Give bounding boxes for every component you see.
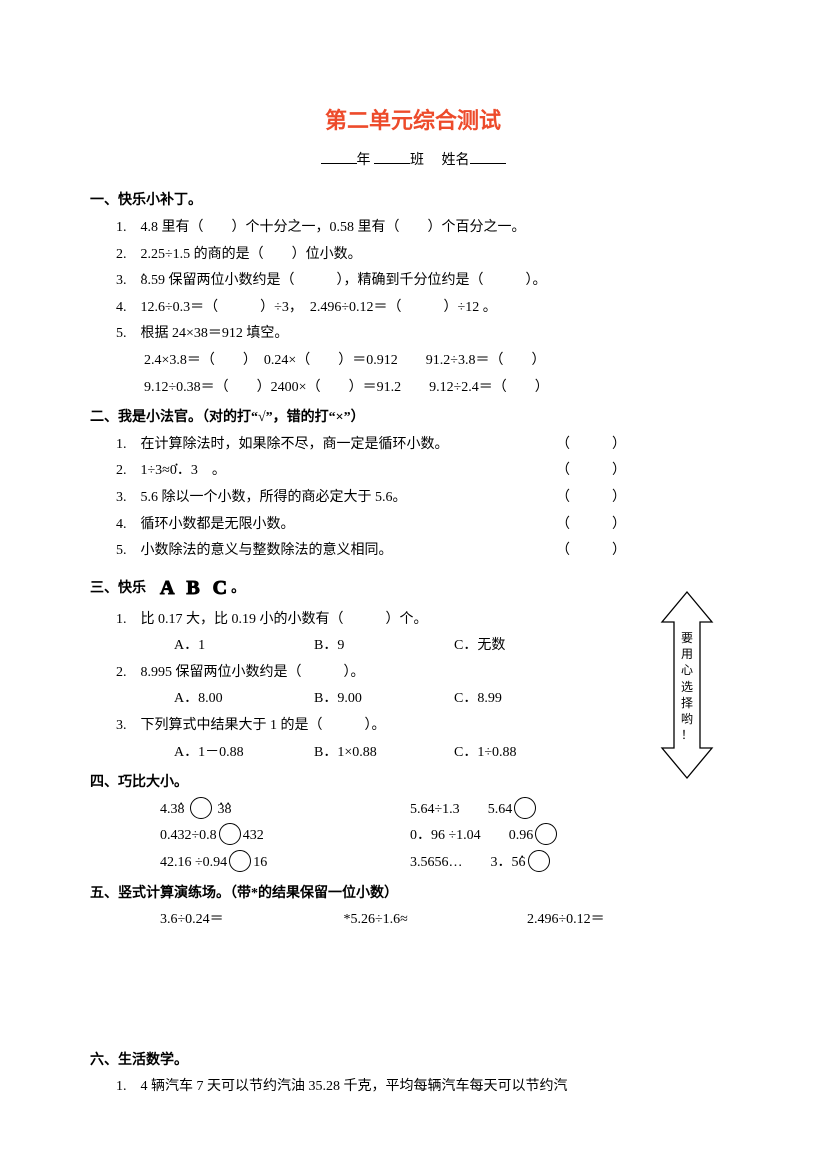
s2-q5: 5. 小数除法的意义与整数除法的意义相同。（ ） [108, 538, 736, 565]
s1-q2: 2. 2.25÷1.5 的商的是（ ）位小数。 [108, 242, 736, 269]
s4-row3: 42.16 ÷0.9416 3.5656… 3．56 [90, 850, 736, 877]
compare-circle[interactable] [535, 823, 557, 845]
class-label: 班 [410, 153, 424, 168]
compare-circle[interactable] [190, 797, 212, 819]
s3-q1: 1. 比 0.17 大，比 0.19 小的小数有（ ）个。 [108, 607, 736, 634]
s5-expressions: 3.6÷0.24＝ *5.26÷1.6≈ 2.496÷0.12＝ [90, 907, 736, 934]
class-blank[interactable] [374, 150, 410, 164]
student-info-line: 年 班 姓名 [90, 148, 736, 175]
s3-q3-options: A．1－0.88B．1×0.88C．1÷0.88 [90, 740, 736, 767]
s2-q3: 3. 5.6 除以一个小数，所得的商必定大于 5.6。（ ） [108, 485, 736, 512]
page-title: 第二单元综合测试 [90, 100, 736, 142]
section-4-head: 四、巧比大小。 [90, 770, 736, 797]
s4-row1: 4.38 38 5.64÷1.3 5.64 [90, 797, 736, 824]
s1-q3: 3. 8.59 保留两位小数约是（ ），精确到千分位约是（ ）。 [108, 268, 736, 295]
compare-circle[interactable] [514, 797, 536, 819]
abc-icon: A B C [160, 577, 231, 599]
year-blank[interactable] [321, 150, 357, 164]
s1-q5-line1: 2.4×3.8＝（ ） 0.24×（ ）＝0.912 91.2÷3.8＝（ ） [90, 348, 736, 375]
s1-q5: 5. 根据 24×38＝912 填空。 [108, 321, 736, 348]
s2-q4: 4. 循环小数都是无限小数。（ ） [108, 512, 736, 539]
hint-arrow: 要用心选择哟！ [658, 590, 716, 780]
s3-q3: 3. 下列算式中结果大于 1 的是（ ）。 [108, 713, 736, 740]
s2-q1: 1. 在计算除法时，如果除不尽，商一定是循环小数。（ ） [108, 432, 736, 459]
s2-q2: 2. 1÷3≈0．3 。（ ） [108, 458, 736, 485]
s3-q2-options: A．8.00B．9.00C．8.99 [90, 686, 736, 713]
section-1-head: 一、快乐小补丁。 [90, 188, 736, 215]
section-3-head: 三、快乐 A B C。 [90, 569, 736, 607]
hint-text: 要用心选择哟！ [658, 630, 716, 743]
year-label: 年 [357, 153, 371, 168]
s1-q4: 4. 12.6÷0.3＝（ ）÷3， 2.496÷0.12＝（ ）÷12 。 [108, 295, 736, 322]
s3-q2: 2. 8.995 保留两位小数约是（ ）。 [108, 660, 736, 687]
section-6-head: 六、生活数学。 [90, 1048, 736, 1075]
compare-circle[interactable] [219, 823, 241, 845]
compare-circle[interactable] [229, 850, 251, 872]
s1-q5-line2: 9.12÷0.38＝（ ）2400×（ ）＝91.2 9.12÷2.4＝（ ） [90, 375, 736, 402]
s3-q1-options: A．1B．9C．无数 [90, 633, 736, 660]
name-label: 姓名 [442, 153, 470, 168]
s1-q1: 1. 4.8 里有（ ）个十分之一，0.58 里有（ ）个百分之一。 [108, 215, 736, 242]
section-5-head: 五、竖式计算演练场。（带*的结果保留一位小数） [90, 881, 736, 908]
section-2-head: 二、我是小法官。（对的打“√”，错的打“×”） [90, 405, 736, 432]
s6-q1: 1. 4 辆汽车 7 天可以节约汽油 35.28 千克，平均每辆汽车每天可以节约… [108, 1074, 736, 1101]
name-blank[interactable] [470, 150, 506, 164]
compare-circle[interactable] [528, 850, 550, 872]
s4-row2: 0.432÷0.8432 0．96 ÷1.04 0.96 [90, 823, 736, 850]
